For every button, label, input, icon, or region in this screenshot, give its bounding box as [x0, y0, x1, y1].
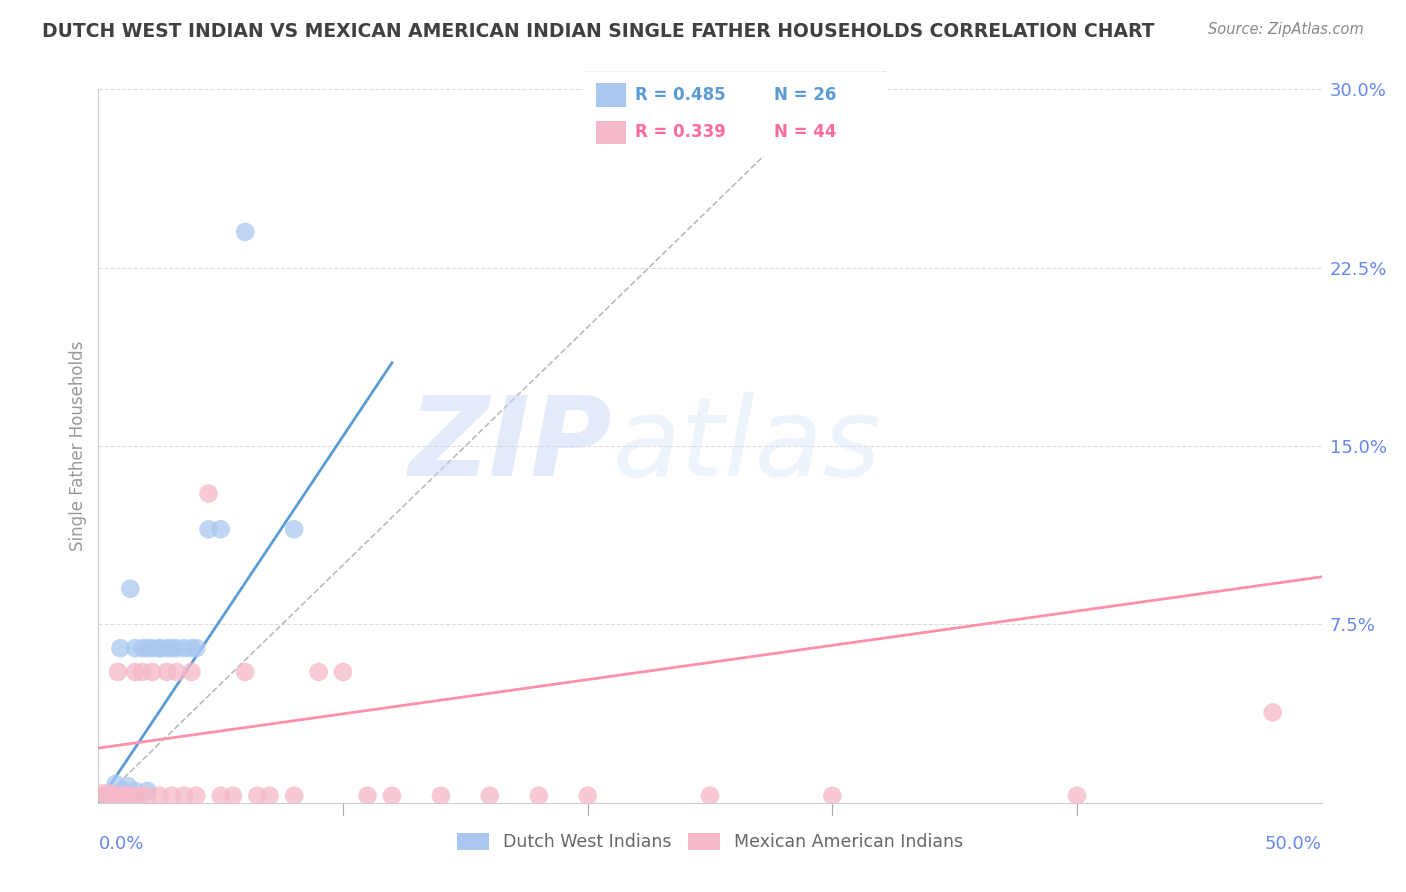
Point — [124, 641, 146, 656]
Point — [197, 522, 219, 536]
Point — [100, 791, 122, 805]
Point — [131, 641, 153, 656]
Point — [156, 641, 179, 656]
Point — [120, 789, 142, 803]
Point — [821, 789, 844, 803]
Point — [120, 582, 142, 596]
Text: atlas: atlas — [612, 392, 880, 500]
FancyBboxPatch shape — [578, 70, 889, 157]
Point — [94, 789, 117, 803]
Point — [136, 641, 159, 656]
Point — [246, 789, 269, 803]
Point — [110, 641, 132, 656]
Point — [111, 789, 134, 803]
Y-axis label: Single Father Households: Single Father Households — [69, 341, 87, 551]
Text: 50.0%: 50.0% — [1265, 835, 1322, 853]
Point — [131, 665, 153, 679]
Point — [141, 665, 163, 679]
Point — [209, 789, 232, 803]
Point — [222, 789, 245, 803]
Point — [1261, 706, 1284, 720]
Point — [107, 786, 129, 800]
Point — [381, 789, 404, 803]
Point — [699, 789, 721, 803]
Point — [576, 789, 599, 803]
Point — [283, 789, 305, 803]
Point — [124, 665, 146, 679]
Point — [527, 789, 550, 803]
Point — [259, 789, 281, 803]
Point — [136, 789, 159, 803]
Text: R = 0.485: R = 0.485 — [636, 87, 725, 104]
Point — [1066, 789, 1088, 803]
Point — [332, 665, 354, 679]
Point — [91, 786, 114, 800]
Point — [160, 789, 183, 803]
Point — [209, 522, 232, 536]
Point — [186, 789, 208, 803]
Point — [478, 789, 501, 803]
Point — [166, 641, 188, 656]
Point — [104, 777, 127, 791]
Point — [97, 789, 120, 803]
Point — [111, 784, 134, 798]
Point — [283, 522, 305, 536]
Point — [180, 641, 202, 656]
Point — [166, 665, 188, 679]
Point — [104, 789, 127, 803]
Point — [173, 789, 195, 803]
Point — [100, 786, 122, 800]
Point — [117, 779, 139, 793]
Point — [173, 641, 195, 656]
Text: R = 0.339: R = 0.339 — [636, 123, 725, 141]
Text: ZIP: ZIP — [409, 392, 612, 500]
Point — [160, 641, 183, 656]
Point — [430, 789, 453, 803]
Point — [180, 665, 202, 679]
Point — [94, 789, 117, 803]
Point — [149, 789, 172, 803]
Point — [110, 789, 132, 803]
Point — [308, 665, 330, 679]
Point — [197, 486, 219, 500]
Point — [136, 784, 159, 798]
Point — [127, 789, 149, 803]
Text: DUTCH WEST INDIAN VS MEXICAN AMERICAN INDIAN SINGLE FATHER HOUSEHOLDS CORRELATIO: DUTCH WEST INDIAN VS MEXICAN AMERICAN IN… — [42, 22, 1154, 41]
Point — [356, 789, 378, 803]
Point — [149, 641, 172, 656]
Point — [156, 665, 179, 679]
Point — [149, 641, 172, 656]
Point — [129, 789, 152, 803]
Point — [186, 641, 208, 656]
Text: N = 26: N = 26 — [773, 87, 837, 104]
Text: N = 44: N = 44 — [773, 123, 837, 141]
Point — [107, 665, 129, 679]
Point — [233, 225, 256, 239]
Point — [124, 784, 146, 798]
Text: Source: ZipAtlas.com: Source: ZipAtlas.com — [1208, 22, 1364, 37]
Point — [233, 665, 256, 679]
Text: 0.0%: 0.0% — [98, 835, 143, 853]
Bar — [596, 120, 626, 145]
Legend: Dutch West Indians, Mexican American Indians: Dutch West Indians, Mexican American Ind… — [450, 826, 970, 858]
Point — [117, 789, 139, 803]
Bar — [596, 83, 626, 107]
Point — [141, 641, 163, 656]
Point — [114, 789, 136, 803]
Point — [101, 789, 124, 803]
